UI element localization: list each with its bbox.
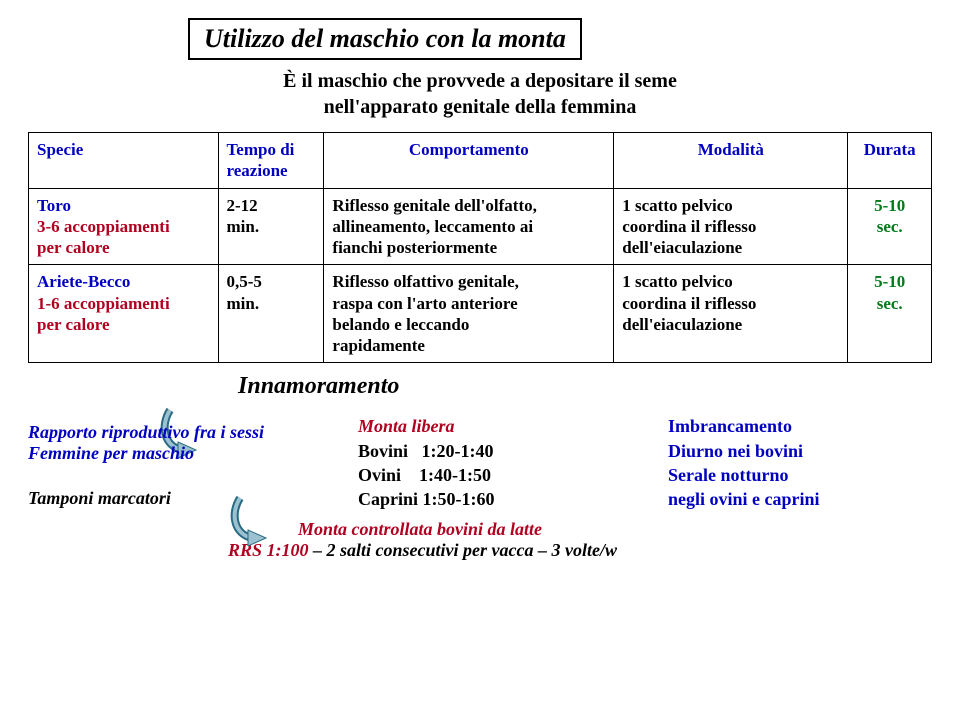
cell-comportamento: Riflesso genitale dell'olfatto, allineam… [324,188,614,265]
diurno: Diurno nei bovini [668,439,958,463]
rapporto-label: Rapporto riproduttivo fra i sessi [28,422,328,443]
rrs-line: RRS 1:100 – 2 salti consecutivi per vacc… [228,540,932,561]
specie-note: 1-6 accoppiamenti [37,294,170,313]
col-tempo: Tempo di reazione [218,133,324,189]
cell-durata: 5-10 sec. [848,265,932,363]
rrs-detail: – 2 salti consecutivi per vacca – 3 volt… [309,540,617,560]
right-block: Imbrancamento Diurno nei bovini Serale n… [668,414,958,511]
mid-block: Monta libera Bovini 1:20-1:40 Ovini 1:40… [358,414,678,511]
page-title: Utilizzo del maschio con la monta [188,18,582,60]
ovini-ratio: Ovini 1:40-1:50 [358,463,678,487]
col-durata: Durata [848,133,932,189]
table-row: Toro 3-6 accoppiamenti per calore 2-12 m… [29,188,932,265]
caprini-ratio: Caprini 1:50-1:60 [358,487,678,511]
negli: negli ovini e caprini [668,487,958,511]
cell-tempo: 0,5-5 min. [218,265,324,363]
serale: Serale notturno [668,463,958,487]
specie-note: per calore [37,315,110,334]
col-modalita: Modalità [614,133,848,189]
left-block: Rapporto riproduttivo fra i sessi Femmin… [28,422,328,509]
subtitle: È il maschio che provvede a depositare i… [160,68,800,120]
specie-name: Toro [37,196,71,215]
cell-modalita: 1 scatto pelvico coordina il riflesso de… [614,188,848,265]
table-row: Ariete-Becco 1-6 accoppiamenti per calor… [29,265,932,363]
tamponi-label: Tamponi marcatori [28,488,328,509]
innamoramento-label: Innamoramento [238,373,932,400]
col-comportamento: Comportamento [324,133,614,189]
monta-libera-label: Monta libera [358,414,678,438]
femmine-label: Femmine per maschio [28,443,328,464]
data-table: Specie Tempo di reazione Comportamento M… [28,132,932,363]
specie-name: Ariete-Becco [37,272,130,291]
cell-specie: Toro 3-6 accoppiamenti per calore [29,188,219,265]
col-specie: Specie [29,133,219,189]
cell-comportamento: Riflesso olfattivo genitale, raspa con l… [324,265,614,363]
cell-durata: 5-10 sec. [848,188,932,265]
cell-modalita: 1 scatto pelvico coordina il riflesso de… [614,265,848,363]
bovini-ratio: Bovini 1:20-1:40 [358,439,678,463]
imbrancamento: Imbrancamento [668,414,958,438]
specie-note: per calore [37,238,110,257]
table-header-row: Specie Tempo di reazione Comportamento M… [29,133,932,189]
monta-controllata: Monta controllata bovini da latte [298,519,932,540]
subtitle-line2: nell'apparato genitale della femmina [324,96,637,118]
subtitle-line1: È il maschio che provvede a depositare i… [283,70,677,92]
specie-note: 3-6 accoppiamenti [37,217,170,236]
arrow-icon [228,496,270,546]
cell-tempo: 2-12 min. [218,188,324,265]
bottom-section: Rapporto riproduttivo fra i sessi Femmin… [28,414,932,511]
cell-specie: Ariete-Becco 1-6 accoppiamenti per calor… [29,265,219,363]
